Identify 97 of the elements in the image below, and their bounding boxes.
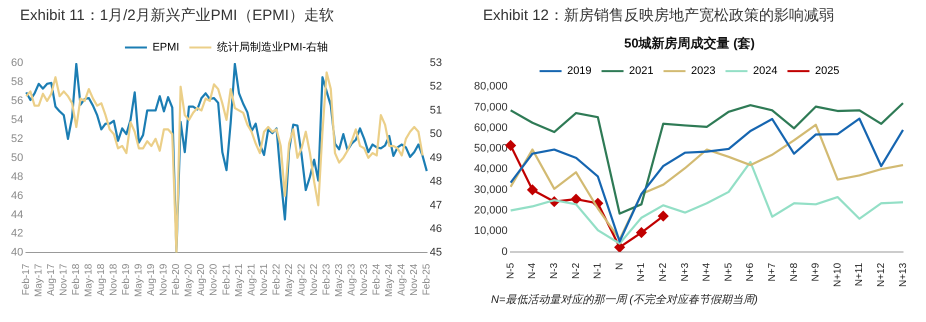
legend-label: 统计局制造业PMI-右轴 [216,40,328,54]
y-tick-label: 80,000 [474,80,508,93]
y-tick-label: 60,000 [474,122,508,134]
text: N=最低活动量对应的那一周 (不完全对应春节假期当周) [491,292,758,307]
x-tick-label: Nov-22 [308,263,320,296]
x-tick-label: N+4 [702,262,713,282]
x-tick-label: Nov-18 [108,263,120,296]
y-tick-label: 50 [10,152,24,164]
y-tick-label: 58 [10,76,24,88]
x-tick-label: N+1 [636,262,648,282]
y-tick-label: 48 [10,170,24,183]
x-tick-label: Aug-18 [96,263,108,296]
x-tick-label: N+12 [876,262,887,288]
x-tick-label: Nov-21 [258,263,270,296]
y-tick-label: 46 [10,190,24,202]
x-tick-label: May-22 [284,263,295,298]
y-tick-label: 54 [10,114,24,126]
x-tick-label: N-3 [548,262,560,279]
y2-tick-label: 52 [430,80,442,93]
y-tick-label: 44 [10,208,24,221]
chart-subtitle: 50城新房周成交量 (套) [624,35,755,50]
x-tick-label: N+11 [854,262,866,286]
x-tick-label: Nov-20 [208,263,220,296]
legend-label: 2024 [752,65,778,78]
y2-tick-label: 46 [430,222,442,235]
x-tick-label: N+13 [898,262,909,288]
point [614,242,625,252]
x-tick-label: N-4 [527,262,538,279]
y-tick-label: 56 [10,94,24,107]
x-tick-label: Aug-19 [146,263,158,296]
x-tick-label: Aug-21 [246,263,258,296]
legend-label: 2025 [814,65,840,78]
y-tick-label: 42 [10,228,24,240]
y2-tick-label: 49 [430,152,442,164]
x-tick-label: Feb-17 [20,263,32,296]
y-tick-label: 40 [10,246,24,259]
y-tick-label: 30,000 [474,184,508,196]
x-tick-label: Aug-17 [46,263,58,296]
x-tick-label: Aug-22 [296,263,308,296]
y2-tick-label: 51 [430,104,442,116]
x-tick-label: Feb-20 [171,263,182,296]
x-tick-label: Feb-18 [71,263,82,296]
point [658,210,668,222]
x-tick-label: Nov-23 [358,263,370,296]
legend-label: 2023 [691,65,716,78]
x-tick-label: May-18 [84,263,95,298]
point [527,184,538,195]
x-tick-label: Feb-24 [371,263,382,296]
x-tick-label: May-17 [34,263,44,298]
x-tick-label: Feb-25 [422,263,433,296]
x-tick-label: N-2 [570,262,582,279]
x-tick-label: N+8 [788,262,800,282]
x-tick-label: Aug-24 [396,263,408,296]
y-tick-label: 70,000 [474,101,508,114]
x-tick-label: N+7 [766,262,778,282]
y-tick-label: 20,000 [474,204,508,217]
x-tick-label: Nov-17 [58,263,70,296]
y2-tick-label: 50 [430,128,442,140]
x-tick-label: Nov-19 [158,263,170,296]
chart-title: Exhibit 12：新房销售反映房地产宽松政策的影响减弱 [483,6,834,25]
x-tick-label: N-1 [592,262,604,279]
x-tick-label: N+3 [680,262,691,282]
x-tick-label: Feb-22 [271,263,282,296]
x-tick-label: N+5 [723,262,734,282]
y2-tick-label: 48 [430,176,442,188]
x-tick-label: May-23 [334,263,345,298]
chart-title: Exhibit 11：1月/2月新兴产业PMI（EPMI）走软 [20,6,334,25]
x-tick-label: N+6 [745,262,756,282]
x-tick-label: May-20 [184,263,195,298]
x-tick-label: Aug-23 [346,263,358,296]
y-tick-label: 50,000 [474,142,508,155]
y2-tick-label: 45 [430,246,442,259]
point [636,228,647,238]
x-tick-label: May-19 [134,263,145,298]
y-tick-label: 52 [10,132,24,145]
point [570,194,582,204]
y-tick-label: 10,000 [474,225,508,238]
y2-tick-label: 47 [430,199,442,212]
legend-label: EPMI [152,42,180,54]
x-tick-label: May-21 [234,263,245,298]
y-tick-label: 0 [502,246,508,258]
x-tick-label: May-24 [384,263,395,298]
legend-label: 2021 [629,65,654,78]
x-tick-label: N+10 [832,262,844,288]
y-tick-label: 40,000 [474,163,508,176]
y2-tick-label: 53 [430,57,442,70]
x-tick-label: Feb-21 [221,263,232,296]
x-tick-label: Nov-24 [409,263,420,296]
x-tick-label: N+2 [658,262,669,282]
x-tick-label: N [614,262,626,270]
y-tick-label: 60 [10,57,24,70]
x-tick-label: Feb-23 [321,263,332,296]
x-tick-label: Aug-20 [196,263,208,296]
x-tick-label: N-5 [505,262,516,279]
x-tick-label: Feb-19 [121,263,132,296]
legend-label: 2019 [567,65,592,78]
x-tick-label: N+9 [810,262,822,282]
